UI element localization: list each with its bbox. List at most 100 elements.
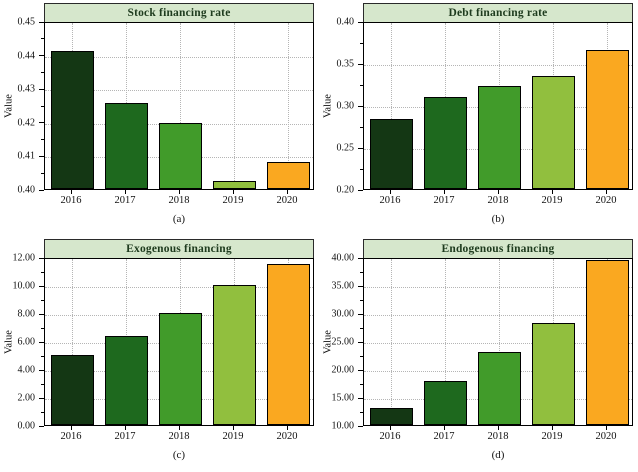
y-tick-mark xyxy=(358,257,363,259)
y-tick-minor-mark xyxy=(360,411,363,413)
y-tick-minor-mark xyxy=(41,71,44,73)
y-tick-mark xyxy=(39,122,44,124)
y-tick-mark xyxy=(39,341,44,343)
y-tick-minor-mark xyxy=(360,168,363,170)
x-tick-mark xyxy=(179,426,180,430)
y-tick-minor-mark xyxy=(41,271,44,273)
x-tick-mark xyxy=(287,190,288,194)
bar-2016 xyxy=(369,407,413,425)
bar-2017 xyxy=(423,381,467,425)
bar-2018 xyxy=(477,85,521,189)
y-tick-label: 0.30 xyxy=(336,100,355,112)
x-tick-label: 2018 xyxy=(168,195,190,206)
y-tick-label: 35.00 xyxy=(331,280,355,292)
y-tick-label: 2.00 xyxy=(17,392,36,404)
x-tick-label: 2020 xyxy=(276,431,298,442)
y-tick-label: 40.00 xyxy=(331,252,355,264)
y-tick-mark xyxy=(358,21,363,23)
y-tick-mark xyxy=(358,189,363,191)
y-tick-minor-mark xyxy=(41,139,44,141)
y-tick-minor-mark xyxy=(41,383,44,385)
chart-panel-b: Debt financing rate Value 0.20 0.25 0.30 0.35… xyxy=(319,0,638,236)
bar-2019 xyxy=(531,322,575,425)
panel-letter: (d) xyxy=(491,449,505,461)
y-tick-minor-mark xyxy=(41,172,44,174)
y-axis-gutter: 10.00 15.00 20.00 25.00 30.00 35.00 40.00 xyxy=(319,253,363,432)
x-tick-label: 2020 xyxy=(595,431,617,442)
x-tick-mark xyxy=(71,426,72,430)
x-tick-label: 2018 xyxy=(487,195,509,206)
gridline-horizontal xyxy=(364,65,632,66)
gridline-horizontal xyxy=(364,343,632,344)
y-tick-mark xyxy=(358,105,363,107)
x-tick-label: 2019 xyxy=(222,195,244,206)
x-tick-label: 2017 xyxy=(114,195,136,206)
y-tick-label: 8.00 xyxy=(17,308,36,320)
x-tick-mark xyxy=(498,426,499,430)
x-tick-mark xyxy=(233,190,234,194)
bar-2016 xyxy=(369,119,413,189)
y-tick-minor-mark xyxy=(360,327,363,329)
plot-area xyxy=(363,258,633,426)
y-tick-label: 6.00 xyxy=(17,336,36,348)
panel-letter: (b) xyxy=(491,213,505,225)
bar-2018 xyxy=(158,123,202,189)
y-tick-mark xyxy=(39,155,44,157)
gridline-vertical xyxy=(391,259,392,425)
y-tick-mark xyxy=(39,369,44,371)
y-tick-mark xyxy=(39,88,44,90)
y-tick-minor-mark xyxy=(41,38,44,40)
gridline-vertical xyxy=(72,259,73,425)
y-tick-mark xyxy=(39,21,44,23)
gridline-vertical xyxy=(499,259,500,425)
x-tick-mark xyxy=(179,190,180,194)
y-tick-mark xyxy=(358,147,363,149)
y-tick-label: 12.00 xyxy=(12,252,36,264)
y-tick-minor-mark xyxy=(360,42,363,44)
y-tick-mark xyxy=(39,313,44,315)
y-axis-gutter: 0.40 0.41 0.42 0.43 0.44 0.45 xyxy=(0,17,44,196)
x-tick-mark xyxy=(606,426,607,430)
chart-panel-d: Endogenous financing Value 10.00 15.00 20.00… xyxy=(319,236,638,472)
y-tick-minor-mark xyxy=(360,299,363,301)
x-tick-mark xyxy=(552,426,553,430)
x-tick-mark xyxy=(444,190,445,194)
x-tick-label: 2017 xyxy=(114,431,136,442)
y-tick-mark xyxy=(39,425,44,427)
bar-2018 xyxy=(477,351,521,425)
panel-letter: (a) xyxy=(172,213,186,225)
plot-area xyxy=(44,258,314,426)
gridline-vertical xyxy=(288,23,289,189)
chart-title: Exogenous financing xyxy=(44,239,314,259)
x-tick-label: 2019 xyxy=(541,431,563,442)
y-tick-label: 10.00 xyxy=(12,280,36,292)
y-tick-minor-mark xyxy=(360,84,363,86)
x-tick-label: 2016 xyxy=(60,195,82,206)
x-tick-label: 2020 xyxy=(276,195,298,206)
bar-2018 xyxy=(158,313,202,425)
y-tick-label: 0.00 xyxy=(17,420,36,432)
x-tick-label: 2016 xyxy=(379,431,401,442)
bar-2020 xyxy=(585,49,629,189)
x-tick-mark xyxy=(390,190,391,194)
y-tick-minor-mark xyxy=(41,299,44,301)
y-tick-label: 0.20 xyxy=(336,184,355,196)
y-tick-mark xyxy=(358,313,363,315)
y-tick-label: 0.40 xyxy=(17,184,36,196)
y-axis-gutter: 0.20 0.25 0.30 0.35 0.40 xyxy=(319,17,363,196)
gridline-vertical xyxy=(445,259,446,425)
y-tick-label: 0.35 xyxy=(336,58,355,70)
chart-panel-a: Stock financing rate Value 0.40 0.41 0.42 0.4… xyxy=(0,0,319,236)
gridline-vertical xyxy=(234,23,235,189)
panel-letter: (c) xyxy=(172,449,186,461)
y-tick-label: 10.00 xyxy=(331,420,355,432)
x-tick-mark xyxy=(390,426,391,430)
plot-area xyxy=(44,22,314,190)
x-tick-label: 2019 xyxy=(541,195,563,206)
y-tick-minor-mark xyxy=(41,327,44,329)
y-axis-gutter: 0.00 2.00 4.00 6.00 8.00 10.00 12.00 xyxy=(0,253,44,432)
y-tick-label: 4.00 xyxy=(17,364,36,376)
x-tick-label: 2019 xyxy=(222,431,244,442)
gridline-horizontal xyxy=(364,287,632,288)
y-tick-label: 20.00 xyxy=(331,364,355,376)
